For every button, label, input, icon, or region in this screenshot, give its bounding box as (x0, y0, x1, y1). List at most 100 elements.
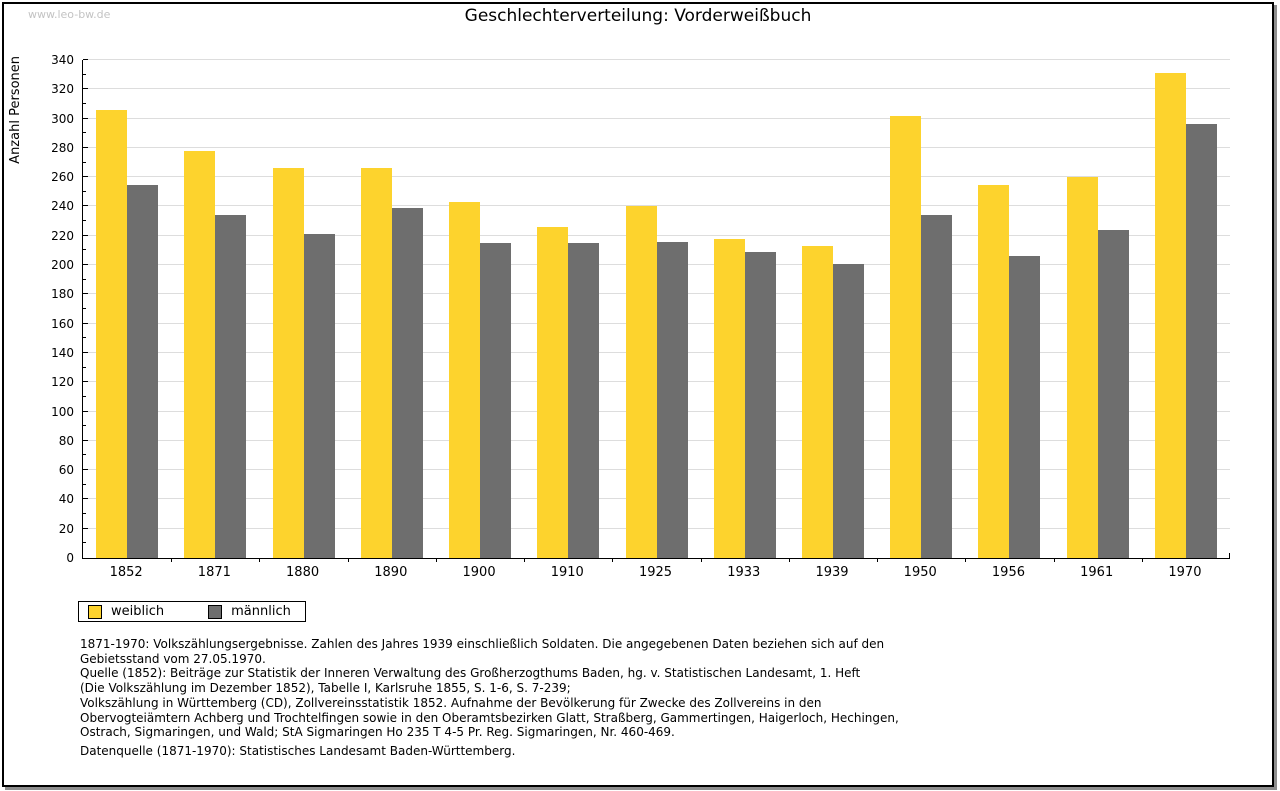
bar-group-1950 (877, 60, 965, 558)
bar-weiblich (449, 202, 481, 558)
bar-maennlich (127, 184, 159, 558)
x-axis-tick (435, 558, 437, 562)
bar-maennlich (303, 234, 335, 558)
legend-swatch (208, 604, 223, 619)
bar-weiblich (360, 168, 392, 558)
y-tick-label: 20 (58, 521, 74, 536)
y-tick-label: 0 (66, 551, 74, 565)
x-tick-label: 1890 (374, 565, 408, 580)
y-tick-label: 260 (51, 170, 74, 185)
x-tick-label: 1961 (1080, 565, 1114, 580)
y-tick-label: 120 (51, 375, 74, 390)
footnote-line: Ostrach, Sigmaringen, und Wald; StA Sigm… (80, 725, 675, 740)
bar-group-1910 (524, 60, 612, 558)
footnote-line: (Die Volkszählung im Dezember 1852), Tab… (80, 681, 571, 696)
x-tick-label: 1970 (1168, 565, 1202, 580)
y-axis-minor-tick (83, 366, 86, 368)
x-tick-label: 1925 (638, 565, 673, 580)
x-tick-label: 1950 (903, 565, 937, 580)
x-tick-label: 1900 (462, 565, 496, 580)
y-tick-label: 160 (51, 316, 74, 331)
bar-weiblich (272, 168, 304, 558)
datasource-line: Datenquelle (1871-1970): Statistisches L… (80, 744, 516, 758)
bar-maennlich (656, 241, 688, 558)
y-axis-minor-tick (83, 454, 86, 456)
y-tick-label: 80 (58, 433, 74, 448)
y-axis-minor-tick (83, 102, 86, 104)
gridline (83, 176, 1230, 178)
bar-weiblich (713, 238, 745, 558)
y-axis-minor-tick (83, 220, 86, 222)
x-tick-label: 1910 (550, 565, 584, 580)
gridline (83, 205, 1230, 207)
x-axis-tick (259, 558, 261, 562)
x-axis-tick (1141, 558, 1143, 562)
gridline (83, 146, 1230, 148)
x-tick-label: 1956 (991, 565, 1025, 580)
y-axis-major-tick (83, 88, 88, 90)
y-tick-label: 60 (58, 463, 74, 478)
y-axis-major-tick (83, 176, 88, 178)
bar-maennlich (744, 251, 776, 558)
y-axis-major-tick (83, 322, 88, 324)
y-tick-label: 200 (51, 258, 74, 273)
bar-maennlich (1185, 124, 1217, 558)
bar-weiblich (890, 115, 922, 558)
y-tick-label: 40 (58, 492, 74, 507)
bar-group-1933 (701, 60, 789, 558)
bar-maennlich (832, 263, 864, 558)
legend: weiblich männlich (78, 601, 306, 622)
y-axis-minor-tick (83, 542, 86, 544)
y-tick-label: 340 (51, 53, 74, 67)
bar-weiblich (625, 206, 657, 558)
y-axis-minor-tick (83, 513, 86, 515)
y-axis-major-tick (83, 293, 88, 295)
bar-maennlich (921, 215, 953, 558)
bar-maennlich (568, 243, 600, 558)
footnote-line: Volkszählung in Württemberg (CD), Zollve… (80, 695, 822, 710)
bar-group-1961 (1054, 60, 1142, 558)
y-axis-minor-tick (83, 308, 86, 309)
footnotes: 1871-1970: Volkszählungsergebnisse. Zahl… (80, 637, 899, 740)
x-tick-label: 1939 (815, 565, 849, 580)
y-tick-label: 220 (51, 228, 74, 243)
chart-title: Geschlechterverteilung: Vorderweißbuch (464, 6, 812, 26)
y-tick-label: 300 (51, 111, 74, 126)
y-axis-tick-labels: 0 20 40 60 80 100 120 140 160 180 200 220 240 260 280 3… (4, 54, 74, 564)
bar-group-1900 (436, 60, 524, 558)
y-axis-major-tick (83, 410, 88, 412)
legend-swatch (88, 604, 102, 619)
y-axis-major-tick (83, 264, 88, 266)
footnote-line: Quelle (1852): Beiträge zur Statistik de… (80, 666, 861, 681)
y-axis-minor-tick (83, 190, 86, 192)
y-axis-major-tick (83, 205, 88, 207)
footnote-line: 1871-1970: Volkszählungsergebnisse. Zahl… (80, 637, 885, 651)
y-tick-label: 140 (51, 345, 74, 360)
footnote-line: Gebietsstand vom 27.05.1970. (80, 651, 266, 666)
y-axis-major-tick (83, 234, 88, 236)
y-axis-minor-tick (83, 278, 86, 280)
x-axis-tick (965, 558, 967, 562)
gridline (83, 117, 1230, 119)
x-axis-tick (612, 558, 614, 562)
bar-maennlich (391, 207, 423, 558)
bar-group-1956 (965, 60, 1053, 558)
y-tick-label: 320 (51, 82, 74, 97)
x-axis-tick (171, 558, 173, 562)
y-axis-major-tick (83, 146, 88, 148)
y-axis-major-tick (83, 351, 88, 353)
bar-weiblich (978, 184, 1010, 558)
x-tick-label: 1852 (109, 565, 143, 580)
y-axis-minor-tick (83, 425, 86, 427)
y-axis-minor-tick (83, 337, 86, 339)
bar-groups (83, 60, 1230, 558)
bar-group-1939 (789, 60, 877, 558)
legend-label: männlich (231, 604, 291, 619)
legend-item: weiblich (88, 604, 164, 619)
x-axis-tick (1053, 558, 1055, 562)
bar-group-1852 (83, 60, 171, 558)
y-axis-minor-tick (83, 395, 86, 397)
y-axis-minor-tick (83, 249, 86, 251)
footnote-line: Obervogteiämtern Achberg und Trochtelfin… (80, 710, 899, 725)
